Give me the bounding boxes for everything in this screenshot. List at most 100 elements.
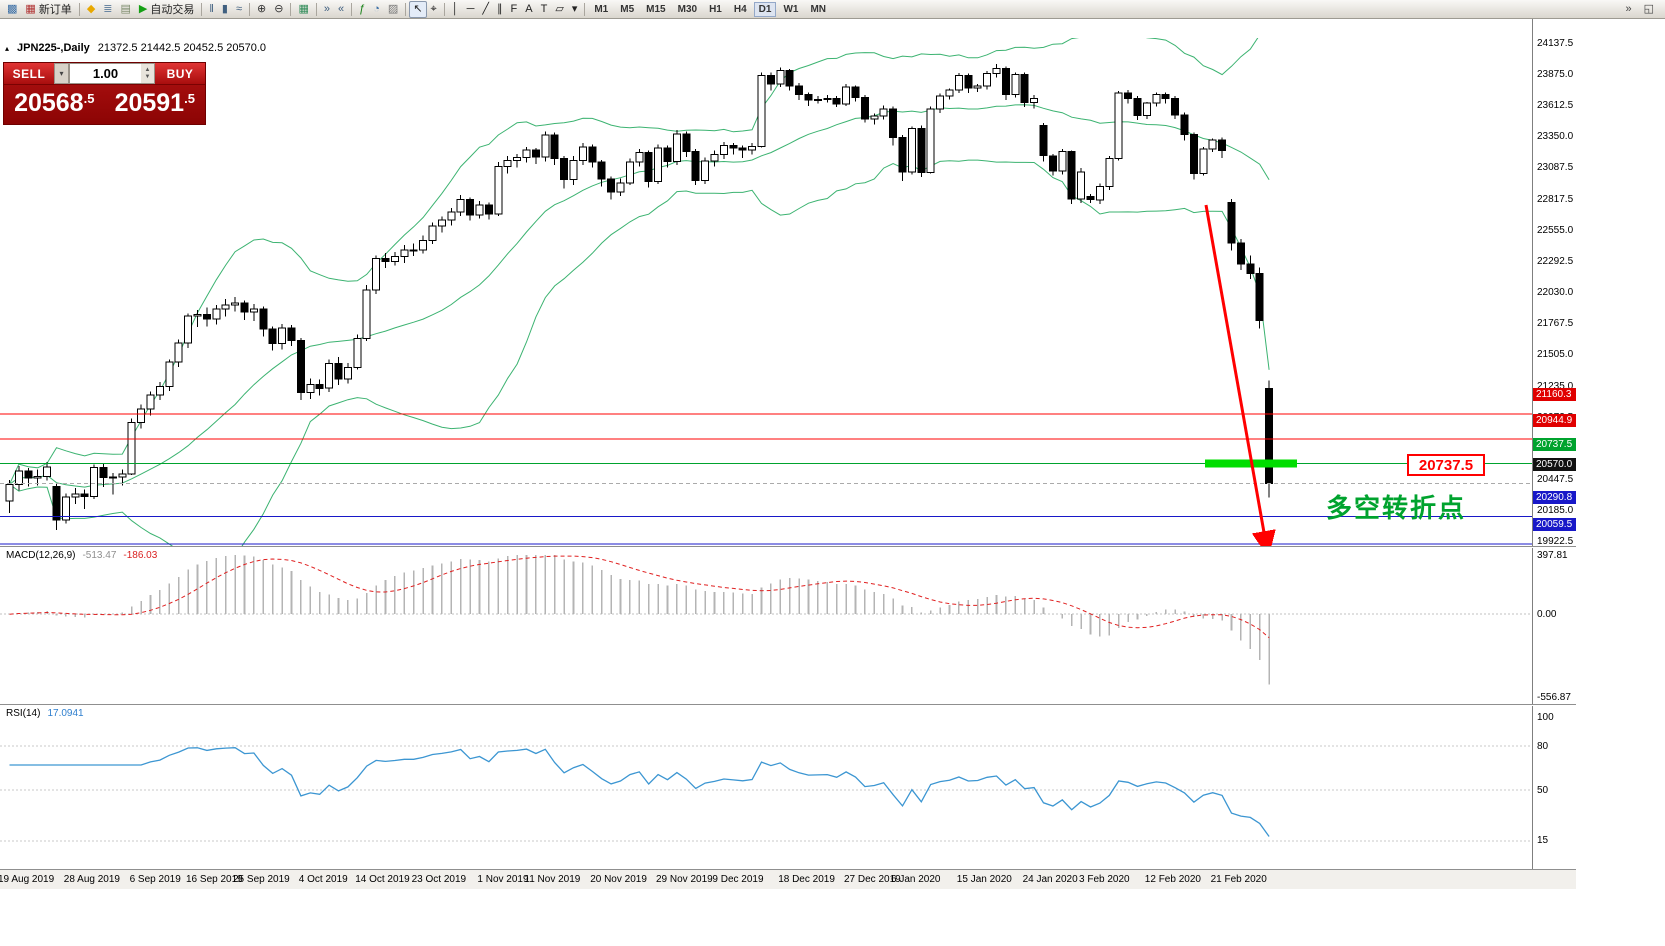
time-label: 14 Oct 2019	[355, 874, 410, 885]
timeframe-m5[interactable]: M5	[620, 3, 635, 15]
print-button[interactable]: ≣	[99, 1, 116, 18]
timeframe-toolbar: M1 M5 M15 M30 H1 H4 D1 W1 MN	[588, 1, 832, 17]
time-axis[interactable]: 19 Aug 2019 28 Aug 2019 6 Sep 2019 16 Sep 2…	[0, 869, 1576, 889]
rsi-label: RSI(14) 17.0941	[6, 708, 84, 719]
price-tick: 22292.5	[1537, 255, 1574, 267]
arrows-dropdown-button[interactable]: ▾	[568, 1, 582, 18]
metaeditor-button[interactable]: ◆	[83, 1, 99, 18]
volume-dropdown-icon[interactable]: ▾	[54, 63, 69, 84]
panel-divider[interactable]	[0, 546, 1576, 548]
turning-point-annotation[interactable]: 多空转折点	[1326, 493, 1467, 523]
timeframe-m15[interactable]: M15	[646, 3, 666, 15]
arrows-dropdown-icon: ▾	[571, 2, 578, 15]
line-chart-button[interactable]: ≈	[232, 1, 246, 18]
bar-chart-button[interactable]: ‖	[205, 1, 218, 18]
new-order-label: 新订单	[38, 4, 72, 16]
timeframe-mn[interactable]: MN	[810, 3, 827, 15]
bottom-spacer	[0, 890, 1665, 946]
text-button[interactable]: A	[521, 1, 536, 18]
time-label: 9 Dec 2019	[712, 874, 764, 885]
timeframe-m30[interactable]: M30	[677, 3, 698, 15]
time-label: 18 Dec 2019	[778, 874, 835, 885]
macd-main-value: -513.47	[82, 550, 117, 561]
bollinger-lower	[9, 159, 1270, 564]
new-order-button[interactable]: ▦ 新订单	[21, 1, 75, 18]
autotrading-label: 自动交易	[150, 4, 195, 16]
trendline-button[interactable]: ╱	[478, 1, 493, 18]
timeframe-d1[interactable]: D1	[753, 1, 777, 17]
macd-panel[interactable]	[0, 547, 1532, 704]
volume-spinner[interactable]: ▲ ▼	[141, 64, 154, 83]
panel-divider[interactable]	[0, 704, 1576, 706]
candlestick-chart-button[interactable]: ▮	[218, 1, 232, 18]
price-tick: 21235.0	[1537, 380, 1574, 392]
chart-shift-icon: «	[338, 2, 345, 15]
time-label: 3 Feb 2020	[1079, 874, 1130, 885]
crosshair-button[interactable]: ⌖	[427, 1, 441, 18]
rsi-axis-value: 50	[1537, 784, 1549, 796]
price-badge: 20944.9	[1533, 413, 1576, 427]
timeframe-h4[interactable]: H4	[733, 3, 747, 15]
channel-icon: ∥	[497, 2, 503, 15]
price-chart[interactable]	[0, 38, 1532, 565]
window-restore-icon[interactable]: ◱	[1640, 1, 1658, 18]
channel-button[interactable]: ∥	[493, 1, 507, 18]
macd-axis-value: 0.00	[1537, 609, 1557, 621]
price-callout-label[interactable]: 20737.5	[1407, 454, 1485, 476]
chart-corner-icon[interactable]: ▴	[5, 43, 10, 53]
vertical-line-icon: │	[451, 2, 459, 15]
horizontal-line-button[interactable]: ─	[463, 1, 479, 18]
candlestick-chart-icon: ▮	[221, 2, 228, 15]
toolbar-separator	[405, 2, 407, 16]
price-badge: 20290.8	[1533, 490, 1576, 504]
time-label: 1 Nov 2019	[477, 874, 529, 885]
new-chart-icon: ▩	[7, 2, 18, 15]
rsi-panel[interactable]	[0, 705, 1532, 868]
sell-button[interactable]: SELL	[4, 63, 54, 84]
spinner-down-icon[interactable]: ▼	[144, 73, 151, 80]
chart-shift-button[interactable]: «	[334, 1, 348, 18]
new-chart-button[interactable]: ▩	[3, 1, 21, 18]
vertical-line-button[interactable]: │	[448, 1, 463, 18]
buy-button[interactable]: BUY	[155, 63, 205, 84]
macd-signal-line	[9, 555, 1270, 639]
timeframe-h1[interactable]: H1	[709, 3, 722, 15]
line-chart-icon: ≈	[235, 2, 243, 15]
toolbar: ▩ ▦ 新订单 ◆ ≣ ▤ ▶ 自动交易 ‖ ▮ ≈ ⊕ ⊖ ▦» «ƒ ◔ ▨ ↖ ⌖ │ ─ ╱ ∥ F A T ▱ ▾ M1 M5 M…	[0, 0, 1665, 19]
toolbar-separator	[78, 2, 80, 16]
zoom-in-button[interactable]: ⊕	[253, 1, 270, 18]
label-button[interactable]: T	[537, 1, 552, 18]
toolbar-separator	[443, 2, 445, 16]
templates-button[interactable]: ▨	[384, 1, 402, 18]
toolbar-overflow-icon[interactable]: »	[1621, 1, 1635, 18]
trend-arrow[interactable]	[1204, 204, 1276, 558]
arrows-button[interactable]: ▱	[551, 1, 567, 18]
cursor-button[interactable]: ↖	[409, 0, 427, 18]
price-axis[interactable]: 24137.5 23875.0 23612.5 23350.0 23087.5 22817…	[1533, 19, 1576, 889]
periods-button[interactable]: ◔	[369, 1, 384, 18]
rsi-axis-value: 100	[1537, 712, 1554, 723]
fibonacci-button[interactable]: F	[507, 1, 522, 18]
sell-price[interactable]: 20568 .5	[4, 85, 105, 124]
buy-price[interactable]: 20591 .5	[105, 85, 206, 124]
print-preview-button[interactable]: ▤	[117, 1, 135, 18]
new-order-icon: ▦	[25, 2, 36, 15]
time-label: 6 Jan 2020	[891, 874, 941, 885]
buy-price-main: 20591	[114, 89, 185, 117]
rsi-axis-value: 80	[1537, 741, 1549, 752]
time-label: 15 Jan 2020	[956, 874, 1012, 885]
spinner-up-icon[interactable]: ▲	[144, 66, 151, 73]
volume-input[interactable]	[70, 64, 141, 83]
auto-scroll-button[interactable]: »	[320, 1, 334, 18]
price-tick: 22030.0	[1537, 287, 1574, 298]
timeframe-w1[interactable]: W1	[783, 3, 799, 15]
indicators-button[interactable]: ƒ	[355, 1, 369, 18]
autotrading-button[interactable]: ▶ 自动交易	[135, 1, 198, 18]
price-tick: 23612.5	[1537, 100, 1574, 112]
tile-windows-button[interactable]: ▦	[294, 1, 312, 18]
price-tick: 22817.5	[1537, 193, 1574, 205]
price-tick: 23350.0	[1537, 131, 1574, 143]
toolbar-separator	[201, 2, 203, 16]
zoom-out-button[interactable]: ⊖	[270, 1, 287, 18]
timeframe-m1[interactable]: M1	[594, 3, 609, 15]
